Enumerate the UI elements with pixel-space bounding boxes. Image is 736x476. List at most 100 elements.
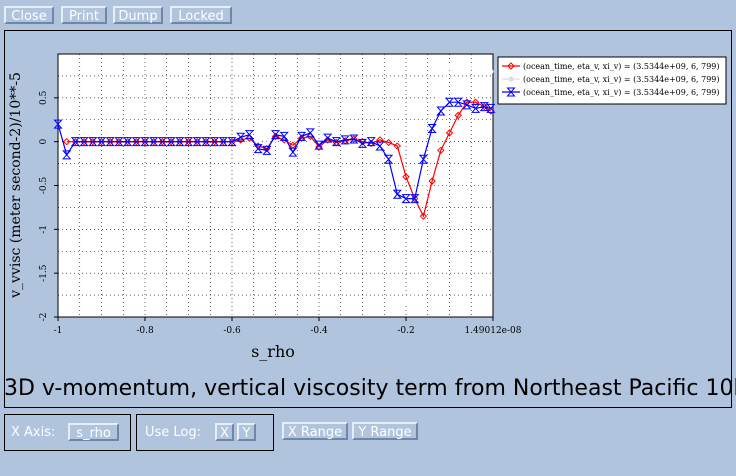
- data-point: [97, 137, 106, 146]
- data-point: [166, 137, 176, 147]
- x-axis-group: X Axis: s_rho: [4, 414, 131, 451]
- legend: (ocean_time, eta_v, xi_v) = (3.5344e+09,…: [497, 56, 727, 105]
- data-point: [394, 204, 400, 211]
- y-axis-label: v_vvisc (meter second-2)/10**-5: [8, 72, 24, 299]
- data-point: [123, 137, 132, 146]
- data-point: [210, 137, 219, 146]
- data-point: [473, 67, 479, 73]
- data-point: [481, 67, 487, 73]
- data-point: [227, 137, 237, 147]
- data-point: [202, 137, 210, 146]
- data-point: [89, 137, 97, 146]
- legend-box: [497, 56, 727, 105]
- x-axis-label-text: X Axis:: [11, 425, 56, 440]
- data-point: [393, 142, 402, 150]
- data-point: [507, 62, 515, 70]
- x-tick-labels: -1 -0.8 -0.6 -0.4 -0.2 1.49012e-08: [54, 326, 522, 336]
- y-tick-label: 0: [39, 139, 49, 145]
- data-point: [428, 177, 436, 185]
- data-point: [420, 217, 426, 224]
- data-point: [315, 143, 323, 151]
- data-point: [219, 137, 228, 146]
- data-point: [305, 128, 315, 138]
- data-point: [140, 137, 150, 147]
- print-button[interactable]: Print: [61, 6, 107, 24]
- data-point: [131, 137, 141, 147]
- data-point: [158, 137, 167, 146]
- chart-caption: 3D v-momentum, vertical viscosity term f…: [4, 376, 736, 401]
- data-point: [184, 137, 193, 146]
- y-range-button[interactable]: Y Range: [352, 422, 418, 440]
- data-point: [314, 140, 324, 150]
- series-layer: [53, 60, 496, 304]
- data-point: [279, 131, 289, 141]
- data-point: [296, 131, 307, 141]
- log-x-toggle[interactable]: X: [215, 423, 234, 441]
- data-point: [96, 137, 107, 147]
- data-point: [402, 173, 410, 181]
- x-tick-label: -0.2: [397, 326, 414, 336]
- data-point: [436, 106, 446, 116]
- data-point: [105, 137, 115, 147]
- dump-button[interactable]: Dump: [113, 6, 163, 24]
- data-point: [149, 137, 159, 147]
- data-point: [471, 98, 480, 106]
- data-point: [454, 111, 462, 120]
- data-point: [264, 141, 270, 147]
- y-tick-label: -2: [39, 313, 49, 322]
- series-3: [53, 97, 496, 204]
- data-point: [429, 139, 435, 145]
- data-point: [122, 137, 133, 147]
- data-point: [418, 154, 429, 164]
- y-tick-label: -1.5: [39, 264, 49, 282]
- data-point: [427, 124, 437, 134]
- data-point: [383, 154, 394, 164]
- data-point: [366, 137, 376, 147]
- data-point: [115, 137, 123, 146]
- data-point: [486, 103, 496, 113]
- data-point: [70, 137, 81, 147]
- data-point: [288, 147, 298, 157]
- data-point: [183, 137, 194, 147]
- locked-button[interactable]: Locked: [170, 6, 232, 24]
- data-point: [444, 97, 455, 107]
- data-point: [175, 137, 185, 147]
- log-y-toggle[interactable]: Y: [237, 423, 256, 441]
- data-point: [376, 136, 384, 144]
- x-axis-select[interactable]: s_rho: [68, 423, 119, 441]
- close-button[interactable]: Close: [4, 6, 54, 24]
- data-point: [340, 135, 350, 145]
- data-point: [62, 137, 71, 146]
- data-point: [488, 68, 494, 75]
- data-point: [209, 137, 220, 147]
- data-point: [62, 150, 72, 160]
- data-point: [479, 102, 489, 112]
- data-point: [167, 137, 175, 146]
- data-point: [438, 95, 444, 101]
- y-tick-label: -1: [39, 225, 49, 234]
- data-point: [141, 137, 149, 146]
- axes: [54, 53, 494, 321]
- data-point: [401, 194, 411, 204]
- y-tick-label: -0.5: [39, 177, 49, 195]
- data-point: [350, 135, 358, 143]
- data-point: [392, 189, 402, 199]
- data-point: [455, 60, 461, 66]
- data-point: [114, 137, 124, 147]
- x-tick-label: -0.8: [136, 326, 154, 336]
- data-point: [218, 137, 228, 147]
- data-point: [236, 132, 246, 142]
- data-point: [253, 144, 263, 154]
- data-point: [453, 97, 463, 107]
- data-point: [462, 100, 472, 110]
- data-point: [80, 137, 88, 146]
- legend-entry: (ocean_time, eta_v, xi_v) = (3.5344e+09,…: [523, 62, 720, 71]
- data-point: [323, 133, 333, 143]
- data-point: [53, 119, 63, 129]
- data-point: [79, 137, 89, 147]
- data-point: [470, 103, 481, 113]
- x-range-button[interactable]: X Range: [282, 422, 348, 440]
- data-point: [88, 137, 98, 147]
- data-point: [508, 76, 514, 82]
